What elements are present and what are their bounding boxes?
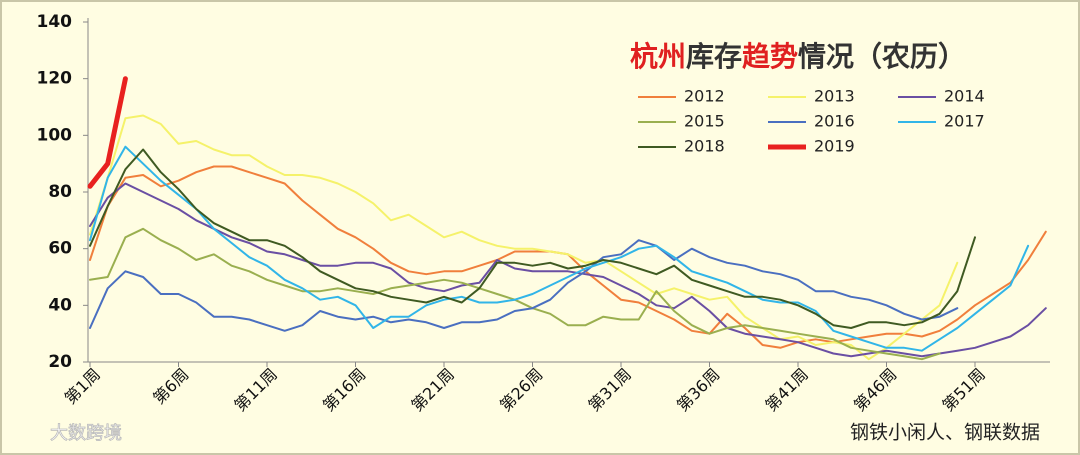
y-tick-label: 60 xyxy=(48,239,72,259)
legend-label: 2013 xyxy=(814,87,855,106)
series-line xyxy=(87,76,128,189)
series-line xyxy=(89,148,976,329)
legend-label: 2018 xyxy=(684,137,725,156)
series-line xyxy=(89,145,1030,352)
title-segment: 趋势 xyxy=(742,40,798,73)
y-tick-label: 80 xyxy=(48,182,72,202)
legend-label: 2015 xyxy=(684,112,725,131)
series-line xyxy=(89,182,1047,358)
chart-title: 杭州库存趋势情况（农历） xyxy=(630,40,966,73)
series-line xyxy=(89,239,959,332)
y-tick-label: 120 xyxy=(37,69,73,89)
source: 钢铁小闲人、钢联数据 xyxy=(850,422,1040,444)
y-tick-label: 100 xyxy=(37,125,73,145)
series-line xyxy=(89,114,959,361)
legend-label: 2014 xyxy=(944,87,985,106)
title-segment: 情况（农历） xyxy=(798,40,966,73)
title-segment: 杭州 xyxy=(630,40,686,73)
y-tick-label: 40 xyxy=(48,295,72,315)
legend-label: 2016 xyxy=(814,112,855,131)
title-segment: 库存 xyxy=(686,40,742,73)
legend-label: 2017 xyxy=(944,112,985,131)
y-tick-label: 140 xyxy=(37,12,73,32)
watermark: 大数跨境 xyxy=(50,423,122,444)
legend-label: 2019 xyxy=(814,137,855,156)
legend-label: 2012 xyxy=(684,87,725,106)
y-tick-label: 20 xyxy=(48,352,72,372)
